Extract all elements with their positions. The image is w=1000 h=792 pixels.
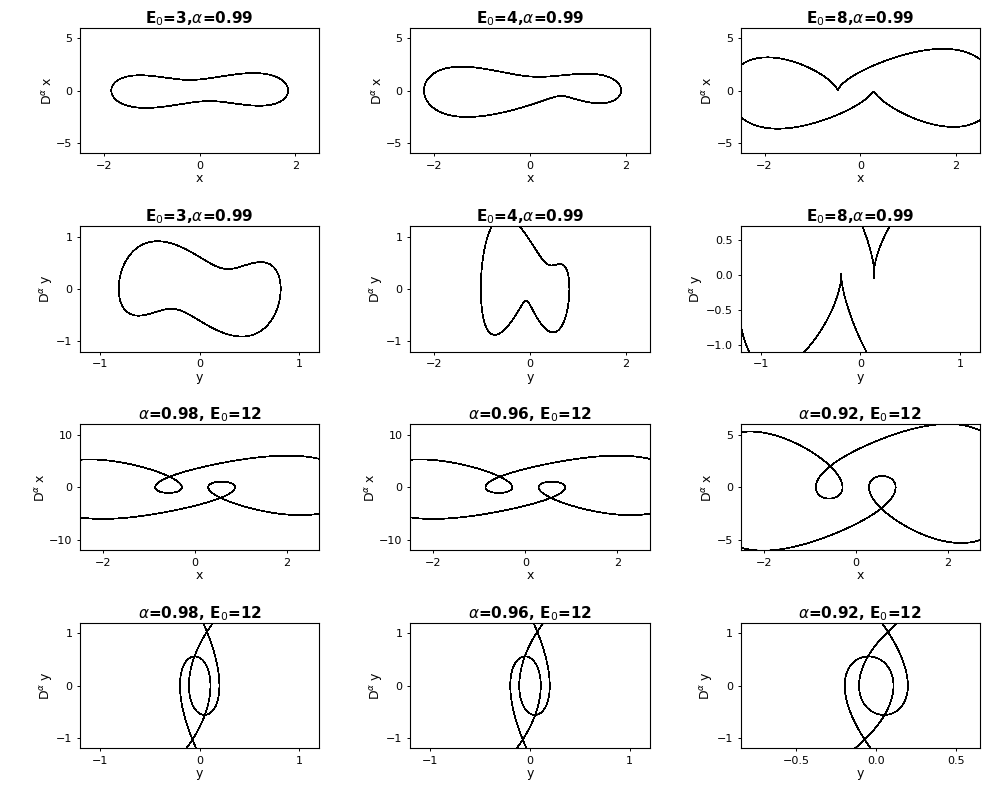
X-axis label: y: y (196, 371, 203, 383)
Y-axis label: D$^{\alpha}$ y: D$^{\alpha}$ y (368, 275, 385, 303)
X-axis label: x: x (196, 173, 203, 185)
Y-axis label: D$^{\alpha}$ y: D$^{\alpha}$ y (38, 275, 55, 303)
Y-axis label: D$^{\alpha}$ y: D$^{\alpha}$ y (368, 672, 385, 700)
Title: $\alpha$=0.92, E$_0$=12: $\alpha$=0.92, E$_0$=12 (798, 406, 922, 425)
Y-axis label: D$^{\alpha}$ y: D$^{\alpha}$ y (688, 275, 705, 303)
Title: E$_0$=4,$\alpha$=0.99: E$_0$=4,$\alpha$=0.99 (476, 208, 584, 226)
Title: E$_0$=8,$\alpha$=0.99: E$_0$=8,$\alpha$=0.99 (806, 9, 915, 28)
X-axis label: x: x (857, 173, 864, 185)
X-axis label: y: y (196, 767, 203, 780)
Y-axis label: D$^{\alpha}$ x: D$^{\alpha}$ x (701, 473, 715, 501)
X-axis label: y: y (857, 371, 864, 383)
Title: $\alpha$=0.98, E$_0$=12: $\alpha$=0.98, E$_0$=12 (138, 604, 262, 623)
Y-axis label: D$^{\alpha}$ x: D$^{\alpha}$ x (364, 473, 378, 501)
X-axis label: y: y (526, 371, 534, 383)
X-axis label: x: x (196, 569, 203, 582)
Title: E$_0$=4,$\alpha$=0.99: E$_0$=4,$\alpha$=0.99 (476, 9, 584, 28)
Title: $\alpha$=0.96, E$_0$=12: $\alpha$=0.96, E$_0$=12 (468, 406, 592, 425)
X-axis label: y: y (526, 767, 534, 780)
Y-axis label: D$^{\alpha}$ x: D$^{\alpha}$ x (34, 473, 48, 501)
X-axis label: x: x (857, 569, 864, 582)
X-axis label: x: x (526, 569, 534, 582)
X-axis label: x: x (526, 173, 534, 185)
X-axis label: y: y (857, 767, 864, 780)
Y-axis label: D$^{\alpha}$ y: D$^{\alpha}$ y (698, 672, 715, 700)
Title: $\alpha$=0.92, E$_0$=12: $\alpha$=0.92, E$_0$=12 (798, 604, 922, 623)
Y-axis label: D$^{\alpha}$ y: D$^{\alpha}$ y (38, 672, 55, 700)
Y-axis label: D$^{\alpha}$ x: D$^{\alpha}$ x (41, 76, 55, 105)
Title: E$_0$=3,$\alpha$=0.99: E$_0$=3,$\alpha$=0.99 (145, 208, 254, 226)
Title: $\alpha$=0.96, E$_0$=12: $\alpha$=0.96, E$_0$=12 (468, 604, 592, 623)
Title: E$_0$=8,$\alpha$=0.99: E$_0$=8,$\alpha$=0.99 (806, 208, 915, 226)
Title: E$_0$=3,$\alpha$=0.99: E$_0$=3,$\alpha$=0.99 (145, 9, 254, 28)
Title: $\alpha$=0.98, E$_0$=12: $\alpha$=0.98, E$_0$=12 (138, 406, 262, 425)
Y-axis label: D$^{\alpha}$ x: D$^{\alpha}$ x (701, 76, 715, 105)
Y-axis label: D$^{\alpha}$ x: D$^{\alpha}$ x (371, 76, 385, 105)
